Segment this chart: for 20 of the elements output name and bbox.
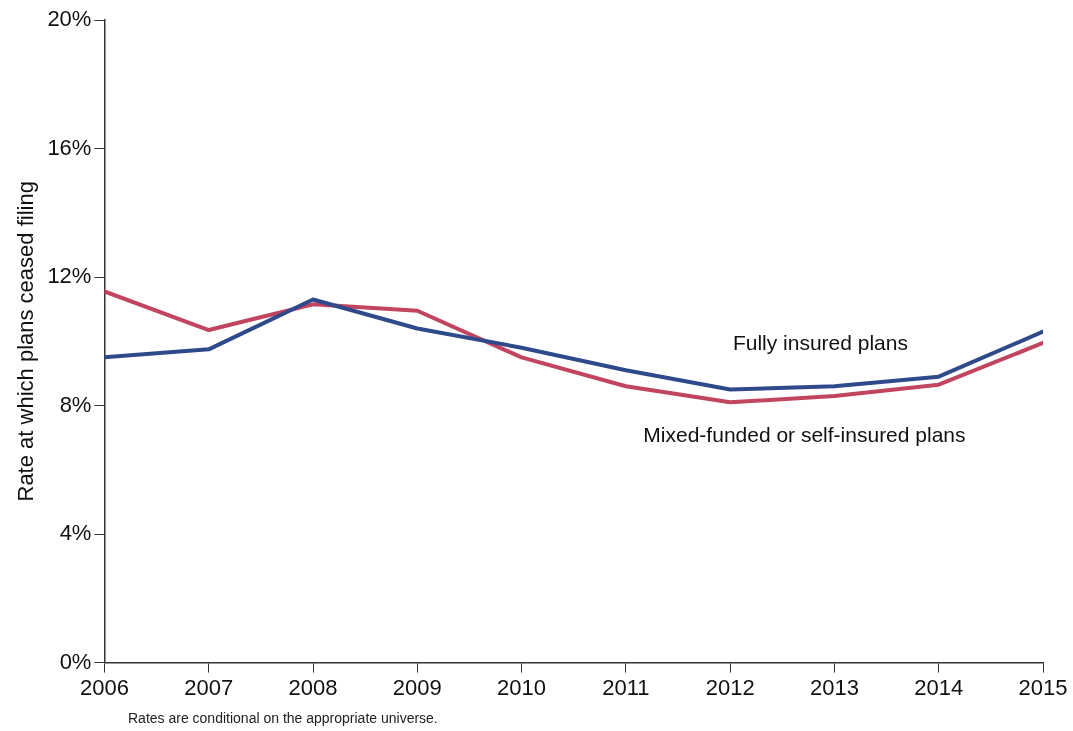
x-tick-label: 2010 <box>497 674 547 700</box>
y-tick-label: 4% <box>59 520 92 546</box>
x-tick-label: 2014 <box>914 674 964 700</box>
x-tick-label: 2013 <box>809 674 859 700</box>
x-tick-label: 2012 <box>705 674 755 700</box>
text: Rates are conditional on the appropriate universe. <box>128 710 438 726</box>
series-label: Mixed-funded or self-insured plans <box>643 422 966 446</box>
x-tick-label: 2015 <box>1018 674 1068 700</box>
y-axis-title: Rate at which plans ceased filing <box>13 181 39 502</box>
x-tick-label: 2009 <box>392 674 442 700</box>
x-tick-label: 2008 <box>288 674 338 700</box>
x-tick-label: 2006 <box>79 674 129 700</box>
y-tick-label: 20% <box>47 6 92 32</box>
y-tick-label: 12% <box>47 263 92 289</box>
y-tick-label: 16% <box>47 134 92 160</box>
series-label: Fully insured plans <box>732 331 908 355</box>
y-tick-label: 0% <box>59 648 92 674</box>
x-tick-label: 2011 <box>602 674 650 700</box>
x-tick-label: 2007 <box>184 674 234 700</box>
y-tick-label: 8% <box>59 391 92 417</box>
